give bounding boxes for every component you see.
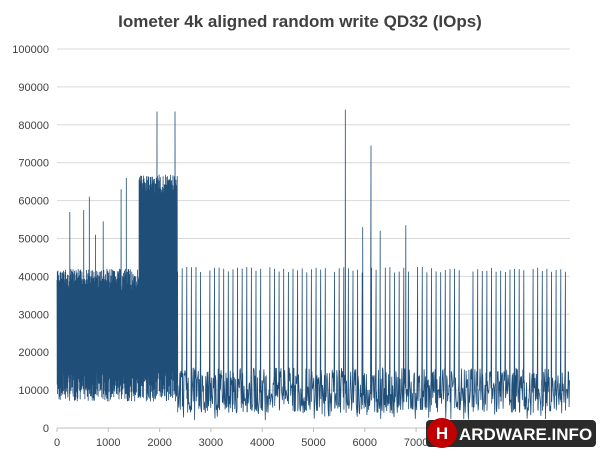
y-tick-label: 40000: [18, 271, 49, 283]
y-tick-label: 100000: [12, 44, 49, 56]
y-tick-label: 60000: [18, 196, 49, 208]
series-path: [56, 109, 570, 421]
y-tick-label: 70000: [18, 158, 49, 170]
chart-title: Iometer 4k aligned random write QD32 (IO…: [118, 12, 482, 31]
x-tick-label: 1000: [96, 437, 120, 449]
x-tick-label: 3000: [199, 437, 223, 449]
y-tick-label: 20000: [18, 347, 49, 359]
y-tick-label: 50000: [18, 234, 49, 246]
series-line: [56, 109, 570, 421]
watermark-circle: [427, 418, 457, 448]
x-tick-label: 0: [54, 437, 60, 449]
y-tick-label: 10000: [18, 385, 49, 397]
x-tick-label: 2000: [147, 437, 171, 449]
watermark-bar: [426, 420, 596, 447]
x-tick-label: 5000: [301, 437, 325, 449]
y-tick-label: 80000: [18, 120, 49, 132]
y-axis-ticks: 0 10000 20000 30000 40000 50000 60000 70000 8000…: [12, 44, 49, 435]
y-tick-label: 30000: [18, 309, 49, 321]
x-tick-label: 4000: [250, 437, 274, 449]
watermark-logo: H ARDWARE.INFO: [426, 418, 596, 448]
x-tick-label: 7000: [404, 437, 428, 449]
watermark-suffix: ARDWARE.INFO: [459, 425, 592, 444]
x-tick-label: 6000: [353, 437, 377, 449]
y-tick-label: 90000: [18, 82, 49, 94]
y-tick-label: 0: [43, 423, 49, 435]
watermark-prefix: H: [436, 424, 448, 443]
